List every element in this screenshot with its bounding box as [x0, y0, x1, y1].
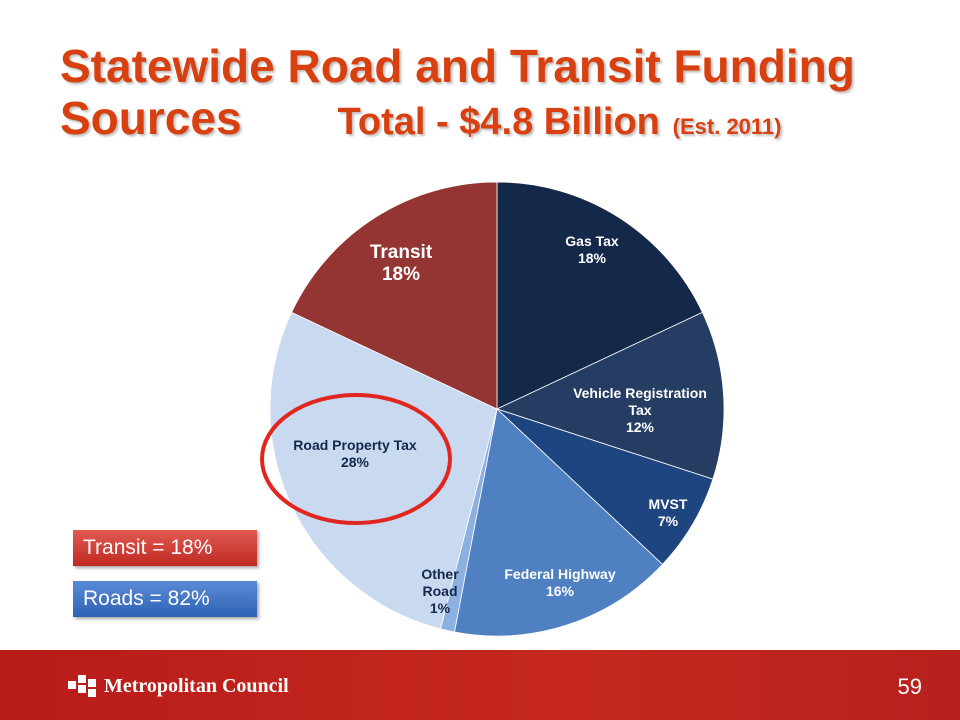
slice-label-mvst: MVST 7% [649, 496, 688, 529]
slice-label-vehicle-registration-tax: Vehicle Registration Tax 12% [573, 385, 707, 435]
page-number: 59 [897, 674, 922, 699]
metropolitan-council-logo: Metropolitan Council [68, 669, 289, 703]
council-logo-icon [68, 675, 96, 697]
footer-bar: Metropolitan Council 59 [0, 650, 960, 720]
pie-slice-vehicle-registration-tax [495, 311, 725, 480]
council-name: Metropolitan Council [104, 674, 289, 697]
slice-label-transit: Transit 18% [370, 242, 433, 285]
pie-slice-federal-highway [453, 408, 664, 637]
slice-label-other-road: Other Road 1% [421, 566, 459, 616]
title-total: Total - $4.8 Billion [337, 101, 660, 143]
slide-title: Statewide Road and Transit Funding Sourc… [60, 40, 940, 153]
highlight-circle [260, 393, 452, 525]
pie-slice-transit [291, 181, 498, 410]
pie-chart: Gas Tax 18% Vehicle Registration Tax 12% MVST… [260, 181, 725, 637]
title-line-1: Statewide Road and Transit Funding [60, 40, 855, 92]
roads-legend-box: Roads = 82% [73, 581, 257, 617]
transit-legend-box: Transit = 18% [73, 530, 257, 566]
pie-slice-gas-tax [496, 181, 703, 410]
title-line-2: Sources Total - $4.8 Billion (Est. 2011) [60, 92, 940, 153]
slice-label-federal-highway: Federal Highway 16% [504, 566, 615, 599]
slice-label-gas-tax: Gas Tax 18% [565, 233, 619, 266]
slice-label-road-property-tax: Road Property Tax 28% [293, 437, 417, 470]
title-sources: Sources [60, 92, 242, 144]
title-estimate: (Est. 2011) [672, 114, 782, 139]
